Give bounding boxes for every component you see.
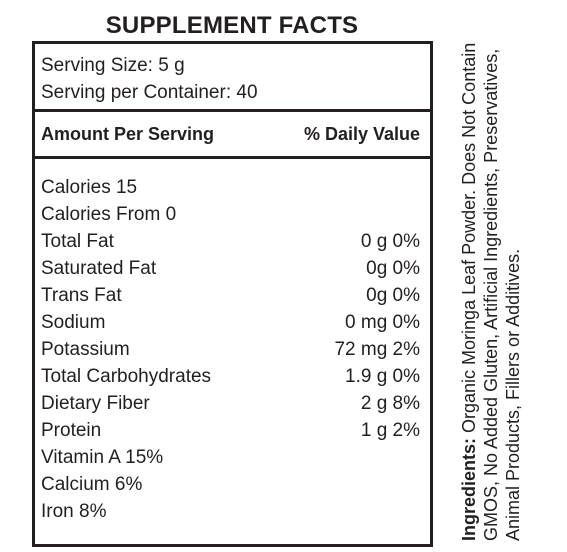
nutrient-row: Potassium 72 mg 2% bbox=[41, 339, 420, 360]
ingredients-block: Ingredients: Organic Moringa Leaf Powder… bbox=[458, 41, 558, 541]
label-title: SUPPLEMENT FACTS bbox=[105, 12, 359, 39]
nutrient-list: Calories 15 Calories From 0 Total Fat 0 g… bbox=[41, 174, 420, 525]
ingredients-text: Ingredients: Organic Moringa Leaf Powder… bbox=[458, 41, 524, 541]
column-header: Amount Per Serving % Daily Value bbox=[41, 124, 420, 145]
divider-top bbox=[35, 109, 430, 112]
serving-size: Serving Size: 5 g bbox=[41, 55, 185, 76]
nutrient-row: Calories From 0 bbox=[41, 204, 177, 225]
nutrient-row: Saturated Fat 0g 0% bbox=[41, 258, 420, 279]
nutrient-row: Trans Fat 0g 0% bbox=[41, 285, 420, 306]
nutrient-row: Calcium 6% bbox=[41, 474, 143, 495]
amount-per-serving-heading: Amount Per Serving bbox=[41, 124, 215, 144]
nutrient-row: Sodium 0 mg 0% bbox=[41, 312, 420, 333]
ingredients-label: Ingredients: bbox=[459, 437, 479, 541]
facts-panel: Serving Size: 5 g Serving per Container:… bbox=[32, 41, 433, 547]
daily-value-heading: % Daily Value bbox=[303, 124, 420, 144]
nutrient-row: Total Fat 0 g 0% bbox=[41, 231, 420, 252]
nutrient-row: Vitamin A 15% bbox=[41, 447, 164, 468]
divider-middle bbox=[35, 156, 430, 159]
serving-info: Serving Size: 5 g Serving per Container:… bbox=[41, 52, 258, 106]
servings-per-container: Serving per Container: 40 bbox=[41, 82, 258, 103]
nutrient-row: Protein 1 g 2% bbox=[41, 420, 420, 441]
nutrient-row: Calories 15 bbox=[41, 177, 138, 198]
nutrient-row: Iron 8% bbox=[41, 501, 107, 522]
nutrient-row: Dietary Fiber 2 g 8% bbox=[41, 393, 420, 414]
nutrient-row: Total Carbohydrates 1.9 g 0% bbox=[41, 366, 420, 387]
